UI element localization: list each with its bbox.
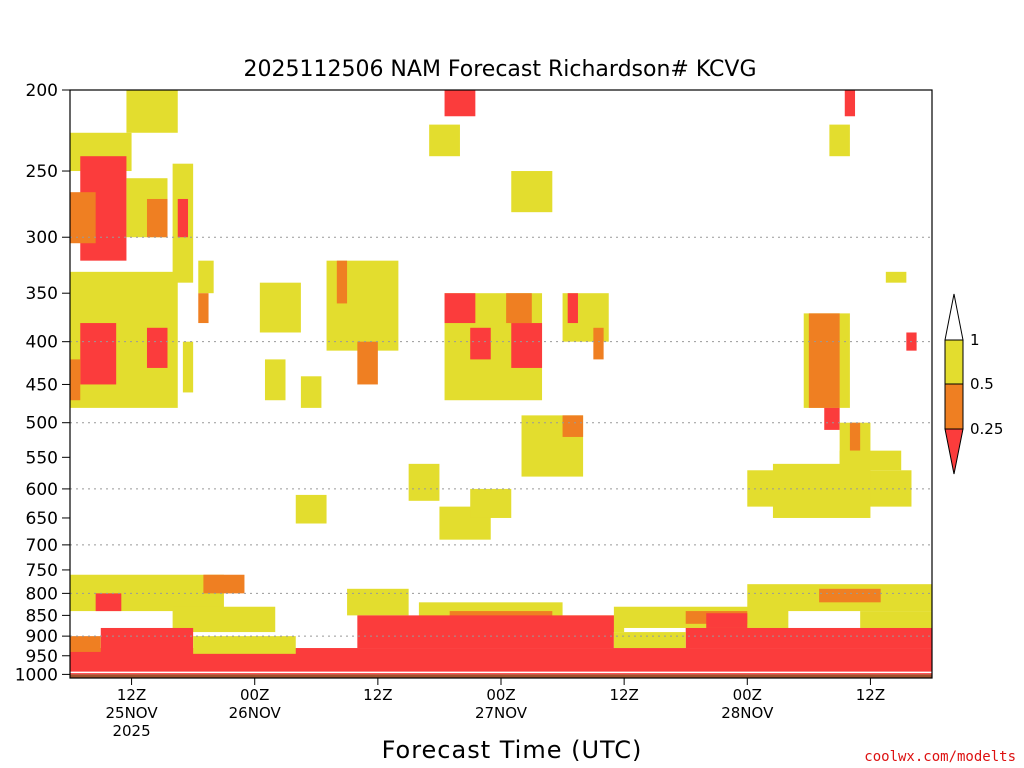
heatmap-region bbox=[146, 327, 168, 368]
heatmap-region bbox=[849, 422, 861, 451]
ground-fill bbox=[70, 671, 932, 678]
heatmap-region bbox=[70, 636, 101, 652]
legend-label: 0.5 bbox=[970, 375, 994, 393]
y-tick-label: 800 bbox=[26, 584, 58, 604]
heatmap-region bbox=[203, 574, 245, 594]
heatmap-region bbox=[70, 192, 96, 244]
y-tick-label: 850 bbox=[26, 606, 58, 626]
x-tick-label: 28NOV bbox=[721, 704, 774, 722]
x-axis-label: Forecast Time (UTC) bbox=[382, 736, 643, 764]
heatmap-region bbox=[357, 341, 378, 385]
heatmap-region bbox=[259, 282, 301, 333]
heatmap-region bbox=[336, 260, 348, 304]
y-tick-label: 900 bbox=[26, 627, 58, 647]
heatmap-region bbox=[772, 463, 871, 518]
heatmap-region bbox=[824, 407, 840, 430]
legend-bin-orange bbox=[944, 383, 964, 430]
heatmap-region bbox=[808, 313, 840, 408]
y-tick-label: 550 bbox=[26, 448, 58, 468]
chart-title: 2025112506 NAM Forecast Richardson# KCVG bbox=[243, 57, 756, 82]
y-tick-label: 950 bbox=[26, 647, 58, 667]
heatmap-region bbox=[70, 359, 81, 401]
heatmap-region bbox=[264, 359, 286, 401]
y-tick-label: 500 bbox=[26, 414, 58, 434]
heatmap-region bbox=[444, 90, 476, 117]
ground-region bbox=[70, 674, 932, 678]
y-tick-label: 300 bbox=[26, 228, 58, 248]
heatmap-region bbox=[839, 450, 902, 471]
heatmap-region bbox=[80, 323, 117, 385]
heatmap-region bbox=[357, 615, 614, 649]
heatmap-region bbox=[429, 124, 460, 157]
y-tick-label: 350 bbox=[26, 284, 58, 304]
heatmap-region bbox=[685, 627, 932, 649]
heatmap-region bbox=[819, 588, 881, 603]
y-tick-label: 600 bbox=[26, 480, 58, 500]
heatmap-region bbox=[70, 574, 224, 612]
heatmap-region bbox=[444, 293, 476, 324]
y-tick-label: 250 bbox=[26, 162, 58, 182]
x-tick-label: 00Z bbox=[486, 686, 515, 704]
x-tick-label: 2025 bbox=[112, 722, 150, 740]
heatmap-region bbox=[126, 90, 178, 133]
heatmap-region bbox=[860, 611, 932, 628]
x-tick-label: 12Z bbox=[117, 686, 146, 704]
heatmap-region bbox=[506, 293, 532, 324]
credit-text: coolwx.com/modelts bbox=[864, 749, 1016, 765]
heatmap-region bbox=[95, 593, 122, 612]
heatmap-region bbox=[172, 606, 276, 633]
y-tick-label: 700 bbox=[26, 536, 58, 556]
heatmap-region bbox=[511, 323, 543, 368]
heatmap-region bbox=[193, 636, 296, 654]
heatmap-region bbox=[593, 327, 604, 360]
heatmap-region bbox=[100, 627, 194, 652]
legend-label: 0.25 bbox=[970, 420, 1003, 438]
x-tick-label: 00Z bbox=[733, 686, 762, 704]
x-tick-label: 27NOV bbox=[475, 704, 528, 722]
heatmap-region bbox=[177, 198, 189, 238]
heatmap-region bbox=[844, 90, 856, 117]
legend-top-arrow bbox=[944, 293, 964, 341]
heatmap-region bbox=[408, 463, 440, 501]
x-tick-label: 25NOV bbox=[106, 704, 159, 722]
heatmap-region bbox=[347, 588, 409, 616]
heatmap-region bbox=[885, 271, 907, 283]
heatmap-region bbox=[295, 494, 327, 524]
heatmap-region bbox=[300, 376, 322, 408]
y-axis: 200 250 300 350 400 450 500 550 600 650 700 750 8008… bbox=[15, 81, 70, 685]
color-legend: 1 0.5 0.25 bbox=[944, 293, 1003, 475]
x-tick-label: 12Z bbox=[856, 686, 885, 704]
heatmap-region bbox=[613, 632, 686, 649]
heatmap-region bbox=[829, 124, 850, 157]
heatmap-region bbox=[562, 415, 584, 437]
y-tick-label: 750 bbox=[26, 561, 58, 581]
y-tick-label: 650 bbox=[26, 509, 58, 529]
heatmap-region bbox=[182, 341, 194, 393]
heatmap-region bbox=[706, 613, 748, 628]
x-tick-label: 12Z bbox=[363, 686, 392, 704]
y-tick-label: 450 bbox=[26, 375, 58, 395]
x-tick-label: 12Z bbox=[609, 686, 638, 704]
heatmap-region bbox=[470, 488, 512, 518]
y-tick-label: 400 bbox=[26, 333, 58, 353]
heatmap-region bbox=[470, 327, 491, 360]
y-tick-label: 1000 bbox=[15, 665, 58, 685]
y-tick-label: 200 bbox=[26, 81, 58, 101]
heatmap-region bbox=[567, 293, 578, 324]
heatmap-region bbox=[198, 293, 209, 324]
legend-label: 1 bbox=[970, 331, 980, 349]
heatmap-region bbox=[146, 198, 168, 238]
legend-bottom-arrow bbox=[944, 428, 964, 475]
heatmap-region bbox=[511, 171, 553, 213]
x-tick-label: 00Z bbox=[240, 686, 269, 704]
heatmap-region bbox=[198, 260, 214, 294]
legend-bin-yellow bbox=[944, 339, 964, 385]
x-tick-label: 26NOV bbox=[229, 704, 282, 722]
heatmap-cells bbox=[70, 90, 932, 675]
